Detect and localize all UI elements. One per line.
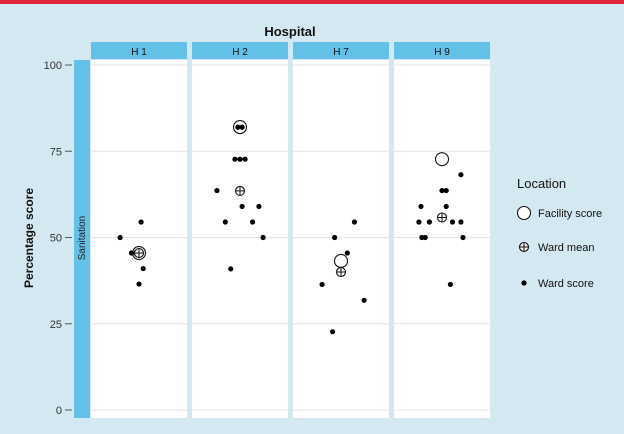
panel-background [394, 60, 490, 418]
facet-title: Hospital [264, 24, 315, 39]
ward-score-point [458, 219, 464, 225]
panel-background [91, 60, 187, 418]
ward-score-point [361, 297, 367, 303]
legend-key-facility-score [516, 205, 532, 221]
column-strip [91, 42, 187, 59]
ward-score-point [138, 219, 144, 225]
legend-title: Location [517, 176, 566, 191]
ward-score-point [426, 219, 432, 225]
ward-score-point [418, 203, 424, 210]
ward-score-point [319, 281, 325, 288]
column-strip [394, 42, 490, 59]
column-strip-label: H 7 [333, 47, 349, 58]
legend-key-ward-score [521, 280, 527, 286]
ward-score-point [250, 219, 256, 225]
ward-score-point [235, 124, 241, 130]
panel-background [293, 60, 389, 418]
row-strip-label: Sanitation [77, 216, 88, 260]
ward-score-point [228, 266, 234, 272]
ward-score-point [458, 172, 464, 178]
y-tick-label: 100 [44, 60, 62, 72]
facility-score-point [434, 152, 450, 167]
ward-score-point [242, 156, 248, 162]
ward-score-point [256, 203, 262, 210]
ward-score-point [449, 219, 456, 225]
ward-score-point [237, 156, 243, 162]
ward-score-point [443, 187, 449, 194]
column-strip [293, 42, 389, 59]
facility-score-point [232, 120, 248, 135]
ward-score-point [416, 219, 422, 225]
ward-score-point [214, 187, 220, 194]
panel-background [192, 60, 288, 418]
y-tick-label: 25 [50, 319, 62, 331]
column-strip-label: H 2 [232, 47, 248, 58]
ward-score-point [460, 234, 466, 241]
ward-score-point [136, 281, 142, 287]
top-accent-rule [0, 0, 624, 4]
y-axis-label: Percentage score [22, 188, 36, 288]
row-strip [74, 60, 90, 418]
ward-score-point [260, 234, 266, 241]
ward-score-point [239, 203, 245, 210]
ward-score-point [344, 250, 350, 256]
ward-score-point [117, 234, 123, 241]
column-strip-label: H 1 [131, 47, 147, 58]
ward-score-point [222, 219, 228, 225]
legend-entry-label: Ward score [538, 278, 594, 290]
facility-score-point [131, 245, 147, 261]
legend-entry-label: Facility score [538, 208, 602, 220]
y-tick-label: 50 [50, 233, 62, 245]
ward-score-point [422, 234, 428, 241]
ward-score-point [447, 281, 453, 288]
ward-score-point [232, 156, 238, 162]
column-strip [192, 42, 288, 59]
ward-score-point [439, 187, 445, 194]
ward-score-point [140, 265, 146, 272]
ward-score-point [330, 329, 336, 335]
ward-score-point [332, 234, 338, 241]
legend-entry-label: Ward mean [538, 242, 594, 254]
y-tick-label: 75 [50, 146, 62, 158]
column-strip-label: H 9 [434, 47, 450, 58]
y-tick-label: 0 [56, 405, 62, 417]
ward-score-point [351, 219, 358, 225]
ward-score-point [443, 203, 449, 210]
ward-score-point [239, 124, 245, 130]
